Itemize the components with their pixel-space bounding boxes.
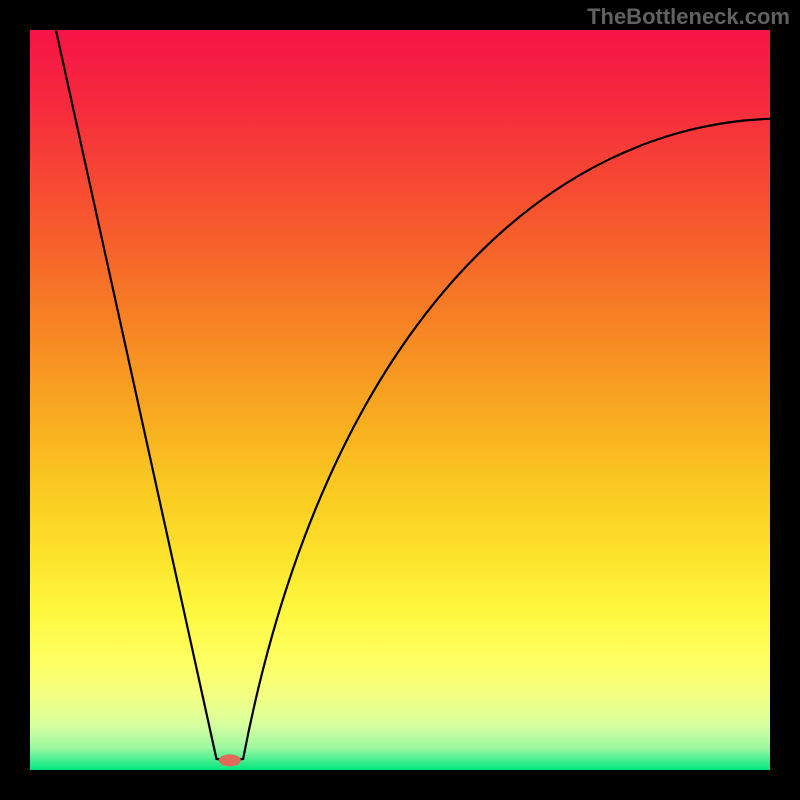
optimal-point-marker bbox=[219, 754, 241, 766]
bottleneck-chart bbox=[0, 0, 800, 800]
gradient-background bbox=[30, 30, 770, 770]
chart-container: TheBottleneck.com bbox=[0, 0, 800, 800]
watermark-text: TheBottleneck.com bbox=[587, 4, 790, 30]
